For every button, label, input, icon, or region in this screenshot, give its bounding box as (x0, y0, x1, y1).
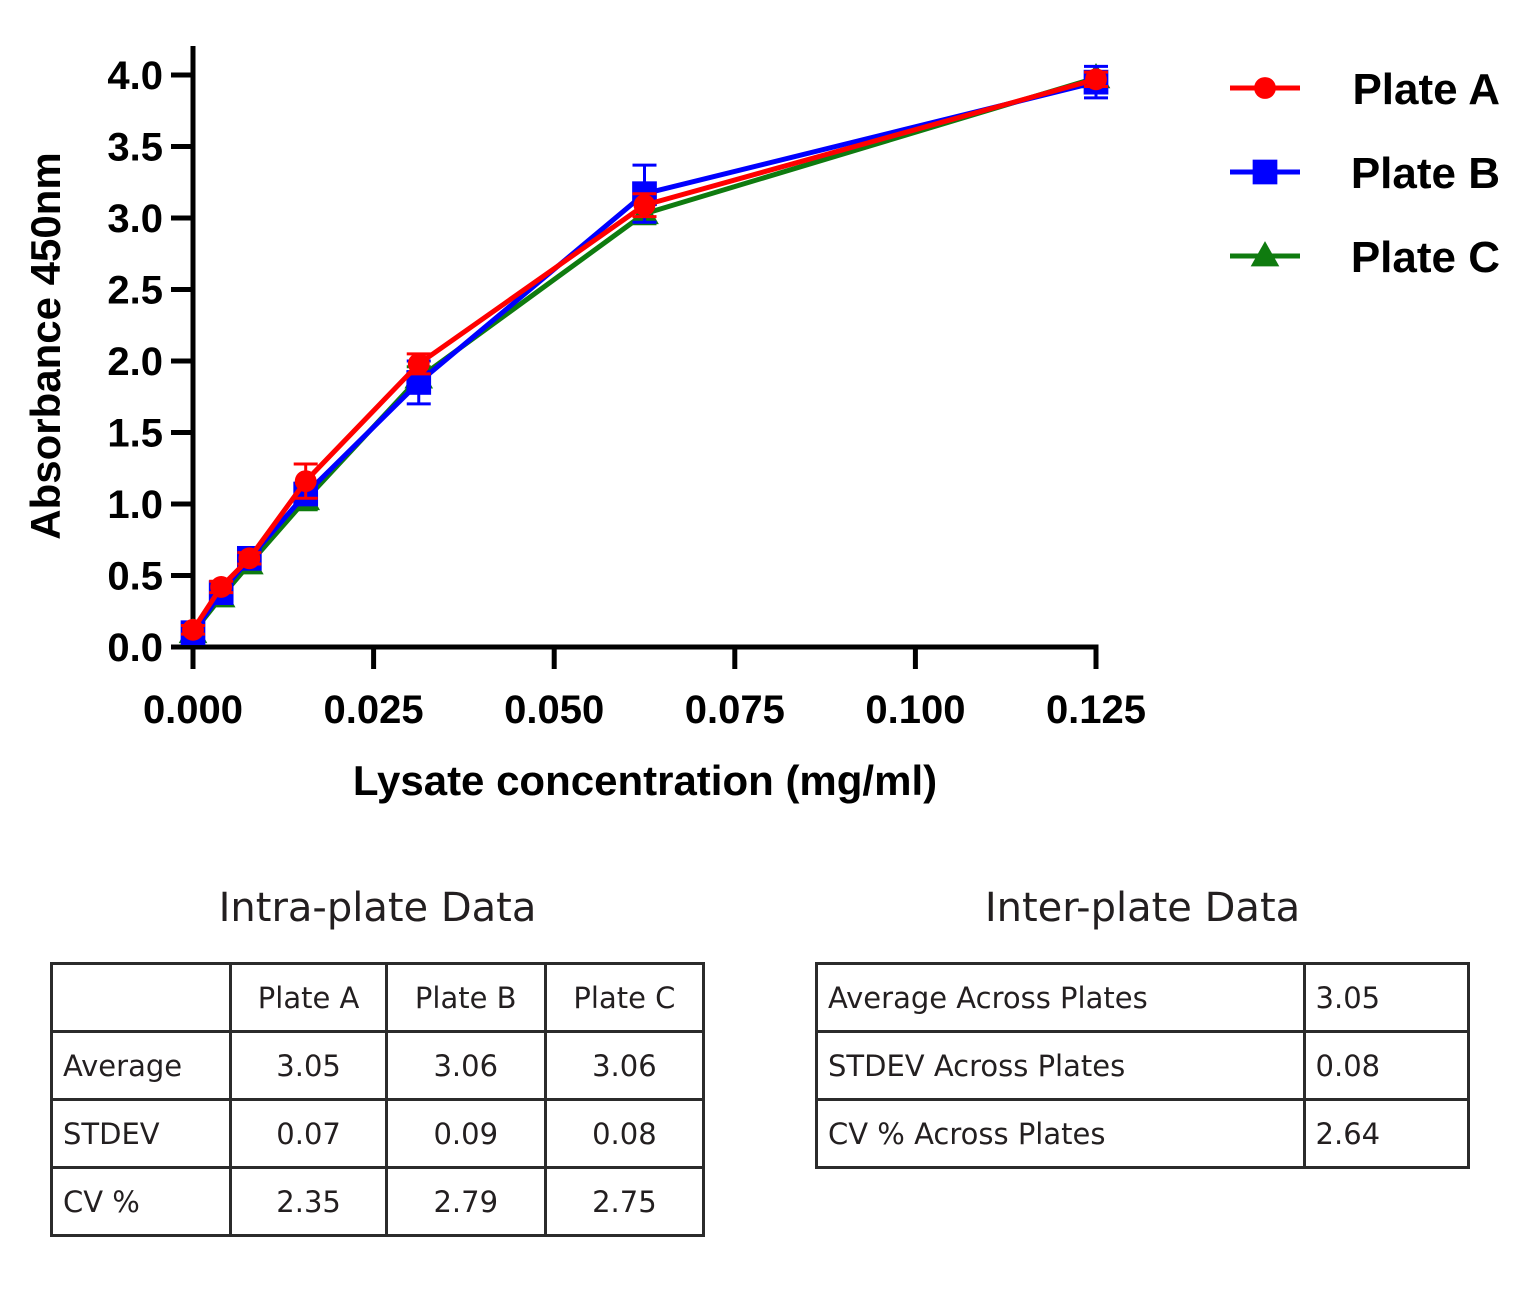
table-cell: 0.08 (543, 1098, 706, 1169)
table-cell: 3.06 (384, 1030, 547, 1101)
table-cell: 0.07 (229, 1098, 388, 1169)
x-tick-label: 0.050 (504, 688, 604, 732)
y-tick-label: 1.0 (107, 483, 163, 527)
legend-marker (1250, 241, 1280, 267)
table-row: CV % 2.35 2.79 2.75 (49, 1166, 706, 1237)
series-line (191, 75, 1097, 635)
table-cell: 2.79 (384, 1166, 547, 1237)
absorbance-chart: 0.0 0.5 1.0 1.5 2.0 2.5 3.0 3.5 4.0 0.000 0.025 0.0… (22, 46, 1500, 804)
x-tick-label: 0.100 (865, 688, 965, 732)
chart-legend: Plate A Plate B Plate C (1230, 65, 1500, 282)
table-cell: 3.05 (1302, 962, 1471, 1033)
y-tick-label: 2.0 (107, 340, 163, 384)
table-row-label: STDEV (49, 1098, 233, 1169)
series-line (190, 76, 1097, 632)
legend-item: Plate A (1230, 65, 1500, 114)
table-row: STDEV Across Plates 0.08 (815, 1030, 1471, 1101)
table-cell: 0.08 (1302, 1030, 1471, 1101)
inter-plate-title: Inter-plate Data (984, 885, 1301, 931)
data-point (407, 352, 430, 375)
data-point (633, 194, 656, 217)
y-axis-label: Absorbance 450nm (22, 152, 69, 539)
data-point (210, 576, 233, 598)
series-plate-c (178, 63, 1111, 644)
table-row: Average 3.05 3.06 3.06 (49, 1030, 706, 1101)
y-tick-label: 1.5 (107, 412, 163, 456)
table-cell: 0.09 (384, 1098, 547, 1169)
table-row-label: STDEV Across Plates (815, 1030, 1306, 1101)
legend-label: Plate C (1351, 233, 1500, 282)
series-plate-b (180, 64, 1109, 646)
table-row: CV % Across Plates 2.64 (815, 1098, 1471, 1169)
table-cell: 2.64 (1302, 1098, 1471, 1169)
table-cell: 3.06 (543, 1030, 706, 1101)
data-point (294, 470, 317, 493)
table-row-label: Average Across Plates (815, 962, 1306, 1033)
x-tick-label: 0.125 (1046, 688, 1146, 732)
y-tick-label: 2.5 (107, 269, 163, 313)
x-tick-label: 0.000 (143, 688, 243, 732)
y-tick-label: 3.5 (107, 126, 163, 170)
table-cell: 2.75 (543, 1166, 706, 1237)
data-point (1085, 68, 1107, 91)
legend-marker (1252, 159, 1278, 185)
legend-label: Plate B (1351, 149, 1500, 198)
table-cell: 2.35 (229, 1166, 388, 1237)
table-row: Average Across Plates 3.05 (815, 962, 1471, 1033)
data-point (182, 618, 204, 641)
intra-plate-title: Intra-plate Data (218, 885, 537, 931)
intra-plate-table: Plate A Plate B Plate C Average 3.05 3.0… (49, 962, 706, 1237)
table-row-label: CV % Across Plates (815, 1098, 1306, 1169)
y-tick-label: 0.0 (107, 626, 163, 670)
y-tick-label: 3.0 (107, 197, 163, 241)
table-cell: 3.05 (229, 1030, 388, 1101)
table-header-cell: Plate A (229, 962, 388, 1033)
legend-marker (1254, 77, 1276, 99)
legend-item: Plate C (1230, 233, 1500, 282)
chart-axes: 0.0 0.5 1.0 1.5 2.0 2.5 3.0 3.5 4.0 0.000 0.025 0.0… (107, 46, 1146, 732)
legend-item: Plate B (1230, 149, 1500, 198)
table-row-label: CV % (49, 1166, 233, 1237)
table-header-cell (49, 962, 233, 1033)
data-point (238, 547, 261, 570)
y-tick-label: 4.0 (107, 54, 163, 98)
table-header-cell: Plate B (384, 962, 547, 1033)
legend-label: Plate A (1352, 65, 1500, 114)
inter-plate-table: Average Across Plates 3.05 STDEV Across … (815, 962, 1471, 1169)
y-tick-label: 0.5 (107, 555, 163, 599)
x-tick-label: 0.075 (685, 688, 785, 732)
chart-series (178, 63, 1111, 646)
x-tick-label: 0.025 (324, 688, 424, 732)
x-axis-label: Lysate concentration (mg/ml) (353, 757, 937, 804)
table-row: STDEV 0.07 0.09 0.08 (49, 1098, 706, 1169)
table-row: Plate A Plate B Plate C (49, 962, 706, 1033)
table-row-label: Average (49, 1030, 233, 1101)
table-header-cell: Plate C (543, 962, 706, 1033)
series-plate-a (181, 68, 1108, 641)
